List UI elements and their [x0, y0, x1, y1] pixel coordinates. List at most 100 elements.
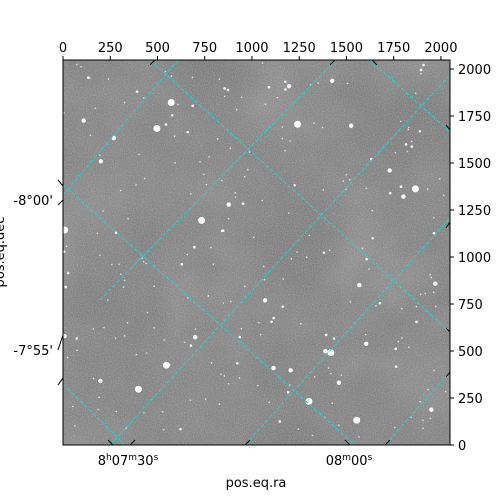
grid-line-1 — [149, 60, 450, 333]
grid-line-9 — [384, 371, 450, 445]
star — [212, 263, 215, 266]
top-tick-label-1: 250 — [98, 41, 123, 56]
star — [420, 72, 422, 75]
star — [204, 398, 207, 400]
star — [293, 183, 296, 187]
star — [404, 143, 408, 146]
star — [194, 328, 197, 330]
ra-tick-label-2: 08m00s — [326, 453, 373, 469]
star — [186, 130, 190, 134]
star — [411, 185, 419, 193]
star — [262, 298, 268, 303]
star — [189, 399, 192, 401]
star — [433, 281, 438, 286]
star — [327, 367, 330, 369]
world-tick-7 — [344, 439, 351, 446]
star — [170, 113, 174, 117]
star — [76, 349, 78, 352]
star — [238, 335, 242, 339]
star — [115, 410, 118, 413]
star — [223, 95, 226, 98]
star — [66, 356, 69, 359]
right-tick-label-7: 1750 — [458, 110, 491, 125]
star — [429, 273, 431, 276]
star — [394, 151, 397, 154]
star — [146, 352, 148, 354]
star — [299, 323, 302, 325]
star — [286, 391, 290, 394]
star — [438, 178, 441, 180]
star — [96, 232, 99, 235]
star — [429, 407, 434, 412]
star — [357, 282, 362, 288]
world-tick-10 — [329, 59, 336, 66]
star — [401, 194, 406, 199]
star — [433, 369, 435, 372]
star — [64, 285, 68, 289]
star — [330, 372, 332, 375]
star — [401, 307, 403, 310]
star — [220, 179, 223, 182]
star — [173, 135, 176, 138]
star — [227, 217, 230, 220]
top-pixel-axis: 0 250 500 750 1000 1250 1500 1750 2000 — [59, 41, 457, 60]
star — [422, 63, 425, 67]
star — [119, 189, 122, 192]
star — [99, 154, 101, 157]
star — [248, 151, 251, 153]
top-tick-label-7: 1750 — [377, 41, 410, 56]
star — [162, 428, 165, 431]
star — [323, 349, 328, 354]
star — [271, 365, 276, 371]
star — [234, 192, 236, 194]
star — [435, 305, 437, 308]
star — [406, 150, 409, 153]
star — [313, 122, 315, 124]
star — [336, 380, 342, 385]
star — [364, 333, 367, 336]
star — [365, 257, 368, 261]
star — [358, 436, 360, 438]
star — [122, 286, 125, 288]
star — [189, 193, 192, 195]
star — [127, 217, 129, 220]
star — [191, 104, 194, 108]
star — [143, 97, 145, 99]
star — [348, 123, 354, 128]
star — [164, 70, 167, 73]
star — [419, 400, 422, 403]
star — [244, 285, 246, 288]
star — [394, 365, 398, 368]
grid-line-0 — [63, 184, 356, 445]
star — [76, 63, 78, 66]
star — [240, 96, 243, 99]
ra-tick-label-1: 8h07m30s — [98, 453, 159, 469]
star — [284, 88, 287, 91]
star — [210, 362, 213, 364]
star — [259, 333, 262, 336]
star — [153, 326, 155, 329]
star — [135, 184, 137, 186]
world-tick-14 — [445, 327, 451, 333]
star — [102, 210, 104, 212]
star — [394, 347, 398, 351]
star — [281, 126, 284, 128]
star — [349, 300, 352, 303]
star — [353, 416, 361, 424]
star — [126, 321, 129, 324]
star — [92, 377, 95, 380]
star — [218, 403, 221, 405]
star — [226, 88, 230, 92]
star — [432, 231, 436, 235]
star — [223, 87, 226, 90]
top-tick-label-3: 750 — [192, 41, 217, 56]
star — [433, 217, 435, 219]
star — [375, 305, 377, 307]
star — [72, 405, 74, 408]
y-axis-label: pos.eq.dec — [0, 217, 8, 288]
star — [146, 311, 149, 314]
star — [243, 175, 246, 178]
star — [98, 396, 100, 399]
star — [189, 344, 193, 347]
star — [218, 78, 221, 80]
